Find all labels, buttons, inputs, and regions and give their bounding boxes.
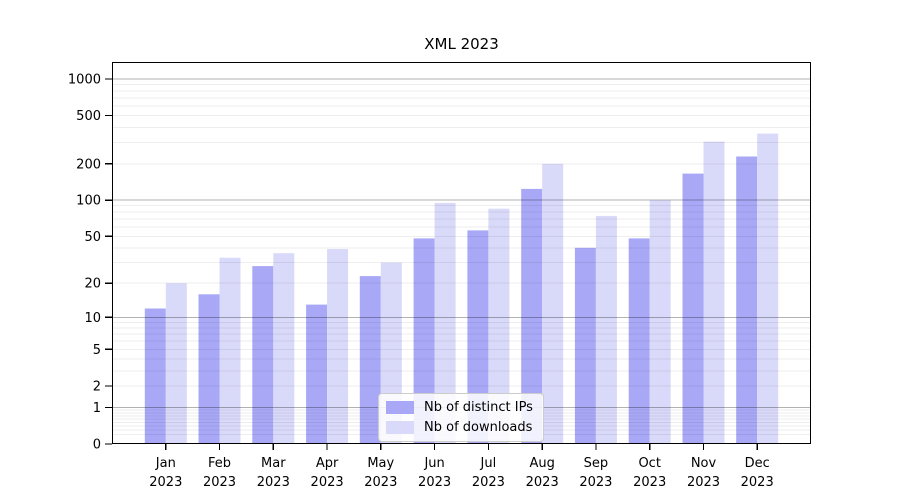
y-tick-label: 10 <box>84 311 101 326</box>
x-tick-label-year: 2023 <box>149 475 182 490</box>
x-tick-label-year: 2023 <box>311 475 344 490</box>
y-tick-label: 200 <box>76 157 101 172</box>
legend: Nb of distinct IPs Nb of downloads <box>378 393 544 443</box>
x-tick-label-year: 2023 <box>418 475 451 490</box>
bar-apr-ips <box>306 304 328 444</box>
y-tick-label: 1000 <box>68 73 101 88</box>
y-tick-label: 500 <box>76 109 101 124</box>
x-tick-label-year: 2023 <box>526 475 559 490</box>
bar-jan-downloads <box>165 283 187 444</box>
plot-border <box>111 61 812 445</box>
x-tick-label-month: Jan <box>155 456 176 471</box>
bar-aug-downloads <box>542 163 564 445</box>
y-tick-label: 2 <box>93 380 101 395</box>
bar-jun-downloads <box>434 202 456 444</box>
bar-nov-ips <box>682 173 704 444</box>
legend-label-downloads: Nb of downloads <box>424 419 533 435</box>
x-tick-label-month: May <box>367 456 394 471</box>
bar-oct-ips <box>628 238 650 444</box>
x-tick-label-month: Oct <box>638 456 660 471</box>
legend-swatch-distinct-ips <box>386 401 414 415</box>
bar-may-ips <box>359 276 381 444</box>
x-tick-label-year: 2023 <box>687 475 720 490</box>
x-tick-label-year: 2023 <box>633 475 666 490</box>
x-tick-label-month: Apr <box>316 456 339 471</box>
x-tick-label-year: 2023 <box>257 475 290 490</box>
x-tick-label-month: Dec <box>745 456 770 471</box>
legend-swatch-downloads <box>386 420 414 434</box>
x-tick-label-year: 2023 <box>203 475 236 490</box>
bar-mar-ips <box>252 266 274 444</box>
bar-oct-downloads <box>649 200 671 444</box>
bar-aug-ips <box>521 188 543 444</box>
legend-item-downloads: Nb of downloads <box>386 420 534 436</box>
y-tick-label: 20 <box>84 277 101 292</box>
bar-nov-downloads <box>703 141 725 444</box>
bar-jul-ips <box>467 230 489 444</box>
x-tick-label-month: Mar <box>261 456 286 471</box>
bar-feb-downloads <box>219 257 241 444</box>
bar-dec-downloads <box>757 133 779 444</box>
chart-title: XML 2023 <box>424 35 499 53</box>
bar-dec-ips <box>736 156 758 444</box>
y-tick-label: 100 <box>76 194 101 209</box>
x-tick-label-month: Sep <box>584 456 609 471</box>
x-tick-label-month: Jul <box>480 456 497 471</box>
x-tick-label-month: Jun <box>423 456 444 471</box>
bar-jun-ips <box>413 238 435 444</box>
y-tick-label: 0 <box>93 438 101 453</box>
y-tick-label: 50 <box>84 230 101 245</box>
bar-sep-ips <box>574 247 596 444</box>
x-tick-label-month: Aug <box>530 456 555 471</box>
x-tick-label-year: 2023 <box>364 475 397 490</box>
bar-mar-downloads <box>273 253 295 444</box>
bar-sep-downloads <box>595 215 617 444</box>
x-tick-label-year: 2023 <box>472 475 505 490</box>
bar-jan-ips <box>144 308 166 444</box>
bar-feb-ips <box>198 294 220 444</box>
bar-jul-downloads <box>488 208 510 444</box>
x-tick-label-month: Feb <box>208 456 231 471</box>
y-tick-label: 1 <box>93 401 101 416</box>
y-tick-label: 5 <box>93 343 101 358</box>
x-tick-label-year: 2023 <box>741 475 774 490</box>
x-tick-label-month: Nov <box>691 456 717 471</box>
x-tick-label-year: 2023 <box>579 475 612 490</box>
legend-label-distinct-ips: Nb of distinct IPs <box>424 400 533 415</box>
bar-apr-downloads <box>327 249 349 444</box>
legend-item-distinct-ips: Nb of distinct IPs <box>386 400 534 416</box>
